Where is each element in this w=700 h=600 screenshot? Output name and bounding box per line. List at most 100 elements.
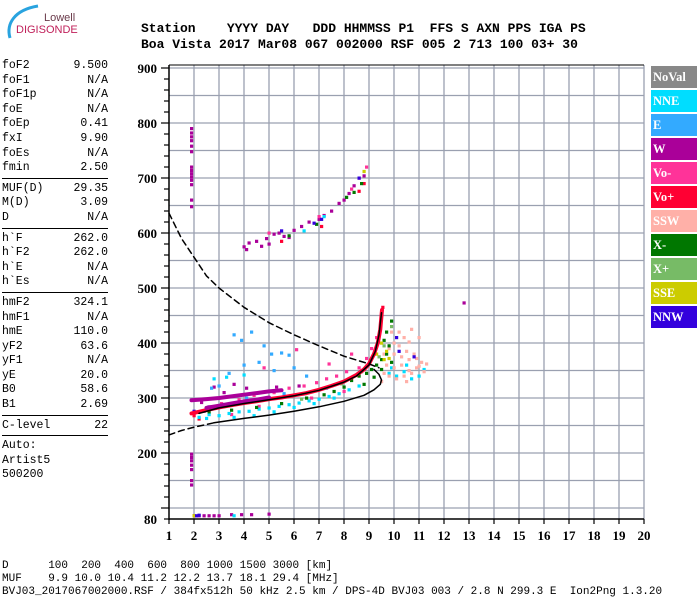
param-row: B1 2.69 bbox=[2, 398, 108, 413]
data-point-nne bbox=[417, 374, 421, 378]
data-point-vo- bbox=[350, 352, 354, 356]
data-point-x- bbox=[360, 182, 364, 186]
data-point-w bbox=[190, 183, 194, 187]
data-point-nne bbox=[205, 416, 209, 421]
data-point-e bbox=[240, 338, 244, 342]
data-point-e bbox=[287, 353, 291, 357]
data-point-x- bbox=[390, 319, 394, 323]
data-point-w bbox=[352, 184, 356, 188]
data-point-vo- bbox=[327, 362, 331, 366]
data-point-x- bbox=[375, 363, 379, 367]
param-row: h`E N/A bbox=[2, 261, 108, 276]
data-point-w bbox=[190, 150, 194, 154]
legend-item-ssw: SSW bbox=[651, 210, 697, 232]
data-point-x- bbox=[370, 367, 374, 372]
data-point-ssw bbox=[407, 340, 411, 344]
data-point-nne bbox=[357, 384, 361, 388]
line-muf-distance-curve bbox=[168, 212, 380, 369]
data-point-vo- bbox=[287, 386, 291, 390]
param-row: foE N/A bbox=[2, 103, 108, 118]
y-tick-label: 800 bbox=[138, 116, 158, 131]
data-point-x- bbox=[230, 408, 234, 412]
param-label: h`Es bbox=[2, 275, 30, 289]
param-label: D bbox=[2, 210, 9, 224]
data-point-w bbox=[267, 242, 271, 246]
data-point-x- bbox=[350, 378, 354, 383]
data-point-x- bbox=[382, 338, 386, 342]
data-point-e bbox=[270, 352, 274, 356]
param-row: hmF2 324.1 bbox=[2, 296, 108, 311]
param-value: N/A bbox=[87, 210, 108, 224]
data-point-x- bbox=[365, 371, 369, 375]
data-point-nne bbox=[405, 363, 409, 367]
param-row: 500200 bbox=[2, 468, 108, 483]
data-point-vo- bbox=[257, 404, 261, 408]
data-point-nne bbox=[232, 514, 236, 518]
data-point-vo- bbox=[365, 356, 369, 361]
data-point-e bbox=[262, 344, 266, 348]
legend-item-nnw: NNW bbox=[651, 306, 697, 328]
data-point-ssw bbox=[402, 374, 406, 378]
data-point-w bbox=[245, 248, 249, 252]
x-tick-label: 6 bbox=[291, 528, 298, 543]
x-tick-label: 4 bbox=[241, 528, 248, 543]
data-point-nne bbox=[225, 375, 229, 379]
param-row: hmF1 N/A bbox=[2, 311, 108, 326]
data-point-w bbox=[190, 127, 194, 131]
param-row: yF1 N/A bbox=[2, 354, 108, 369]
data-point-x- bbox=[377, 355, 381, 359]
data-point-nnw bbox=[412, 355, 416, 359]
data-point-nnw bbox=[195, 514, 199, 518]
data-point-vo- bbox=[335, 374, 339, 378]
data-point-ssw bbox=[392, 366, 396, 370]
data-point-x- bbox=[385, 330, 389, 334]
data-point-ssw bbox=[395, 377, 399, 381]
param-row: foF1p N/A bbox=[2, 88, 108, 103]
data-point-nne bbox=[297, 401, 301, 405]
data-point-nne bbox=[247, 409, 251, 413]
x-tick-label: 15 bbox=[513, 528, 527, 543]
param-label: foEp bbox=[2, 117, 30, 131]
data-point-w bbox=[222, 391, 226, 395]
x-tick-label: 1 bbox=[166, 528, 173, 543]
data-point-w bbox=[200, 400, 204, 405]
data-point-vo- bbox=[237, 398, 241, 402]
legend-item-sse: SSE bbox=[651, 282, 697, 304]
data-point-nnw bbox=[197, 513, 201, 517]
data-point-nne bbox=[317, 397, 321, 401]
data-point-nne bbox=[422, 367, 426, 372]
param-label: MUF(D) bbox=[2, 181, 44, 195]
data-point-ssw bbox=[382, 371, 386, 375]
data-point-x- bbox=[390, 325, 394, 329]
logo-arc-icon bbox=[7, 4, 39, 39]
data-point-x- bbox=[382, 344, 386, 348]
data-point-w bbox=[287, 235, 291, 240]
param-row: B0 58.6 bbox=[2, 383, 108, 398]
data-point-ssw bbox=[385, 363, 389, 367]
legend: NoVal NNE E W Vo- Vo+ SSW X- X+ SSE NNW bbox=[651, 66, 697, 330]
data-point-w bbox=[337, 201, 341, 205]
data-point-w bbox=[255, 239, 259, 243]
data-point-nnw bbox=[397, 349, 401, 353]
data-point-x- bbox=[322, 393, 326, 397]
param-label: yF1 bbox=[2, 354, 23, 368]
param-label: 500200 bbox=[2, 468, 44, 482]
param-label: B1 bbox=[2, 398, 16, 412]
data-point-x- bbox=[372, 375, 376, 379]
data-point-e bbox=[292, 366, 296, 370]
data-point-nnw bbox=[320, 217, 324, 221]
data-point-w bbox=[250, 513, 254, 517]
data-point-nne bbox=[242, 373, 246, 377]
y-tick-label: 600 bbox=[138, 226, 158, 241]
data-point-x- bbox=[280, 402, 284, 406]
data-point-vo- bbox=[370, 347, 374, 351]
data-point-e bbox=[305, 374, 309, 378]
param-row: h`Es N/A bbox=[2, 275, 108, 290]
data-point-x- bbox=[300, 397, 304, 401]
data-point-e bbox=[280, 351, 284, 355]
param-label: h`F2 bbox=[2, 246, 30, 260]
param-row: fmin 2.50 bbox=[2, 161, 108, 176]
data-point-w bbox=[297, 384, 301, 388]
data-point-x- bbox=[342, 385, 346, 389]
data-point-e bbox=[257, 360, 261, 364]
